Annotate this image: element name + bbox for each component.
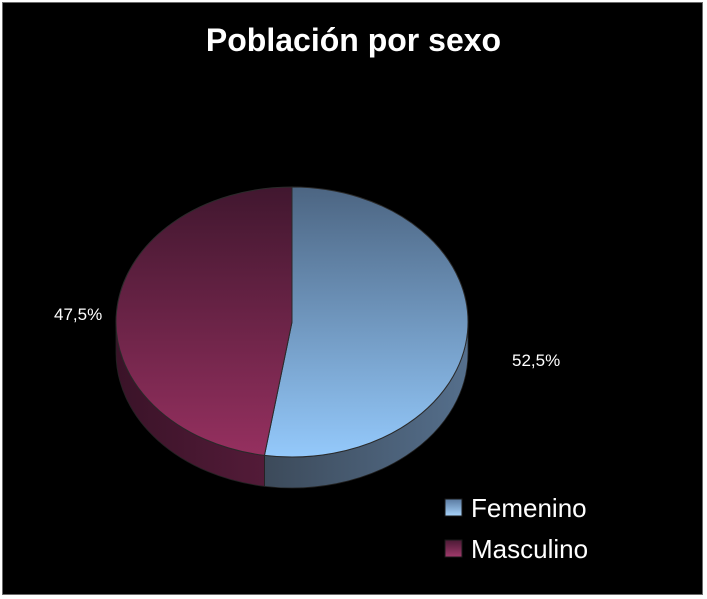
chart-title: Población por sexo — [205, 22, 502, 58]
pie-slice-masculino — [115, 186, 293, 456]
legend-swatch-masculino — [444, 539, 463, 558]
legend-swatch-femenino — [444, 498, 463, 517]
pie-slice-femenino — [263, 186, 469, 458]
legend: Femenino Masculino — [444, 493, 588, 564]
data-label-femenino: 52,5% — [512, 351, 560, 370]
legend-label-masculino: Masculino — [471, 534, 588, 564]
legend-label-femenino: Femenino — [471, 493, 587, 523]
data-label-masculino: 47,5% — [54, 305, 102, 324]
